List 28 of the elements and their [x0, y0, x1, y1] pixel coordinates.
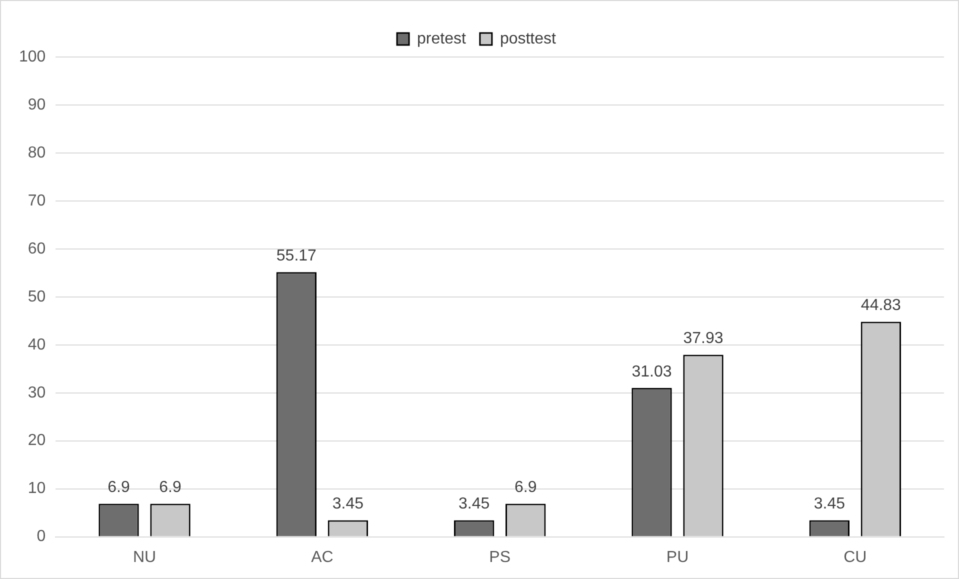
data-label: 3.45 [332, 496, 364, 513]
y-tick-label: 60 [28, 240, 46, 258]
y-tick-label: 20 [28, 432, 46, 450]
data-label: 6.9 [108, 479, 130, 496]
y-tick-label: 0 [36, 528, 46, 546]
y-tick-label: 100 [18, 48, 46, 66]
data-label: 31.03 [632, 363, 672, 380]
y-tick-label: 40 [28, 336, 46, 354]
y-tick-label: 90 [28, 96, 46, 114]
y-tick-label: 30 [28, 384, 46, 402]
x-tick-label: AC [311, 548, 334, 566]
x-tick-label: NU [132, 548, 156, 566]
y-tick-label: 80 [28, 144, 46, 162]
x-tick-label: PU [666, 548, 689, 566]
data-label: 55.17 [276, 248, 317, 264]
data-label: 37.93 [683, 330, 724, 348]
data-label: 3.45 [814, 496, 846, 513]
y-tick-label: 10 [28, 480, 46, 498]
data-label: 44.83 [860, 297, 902, 314]
y-tick-label: 50 [28, 288, 46, 306]
data-label: 6.9 [159, 479, 182, 496]
data-label: 6.9 [514, 479, 537, 496]
legend-label: pretest [417, 30, 466, 48]
y-tick-label: 70 [28, 192, 46, 210]
x-tick-label: CU [844, 548, 867, 566]
data-label: 3.45 [458, 496, 490, 513]
legend-label: posttest [500, 30, 557, 48]
x-tick-label: PS [489, 548, 511, 566]
